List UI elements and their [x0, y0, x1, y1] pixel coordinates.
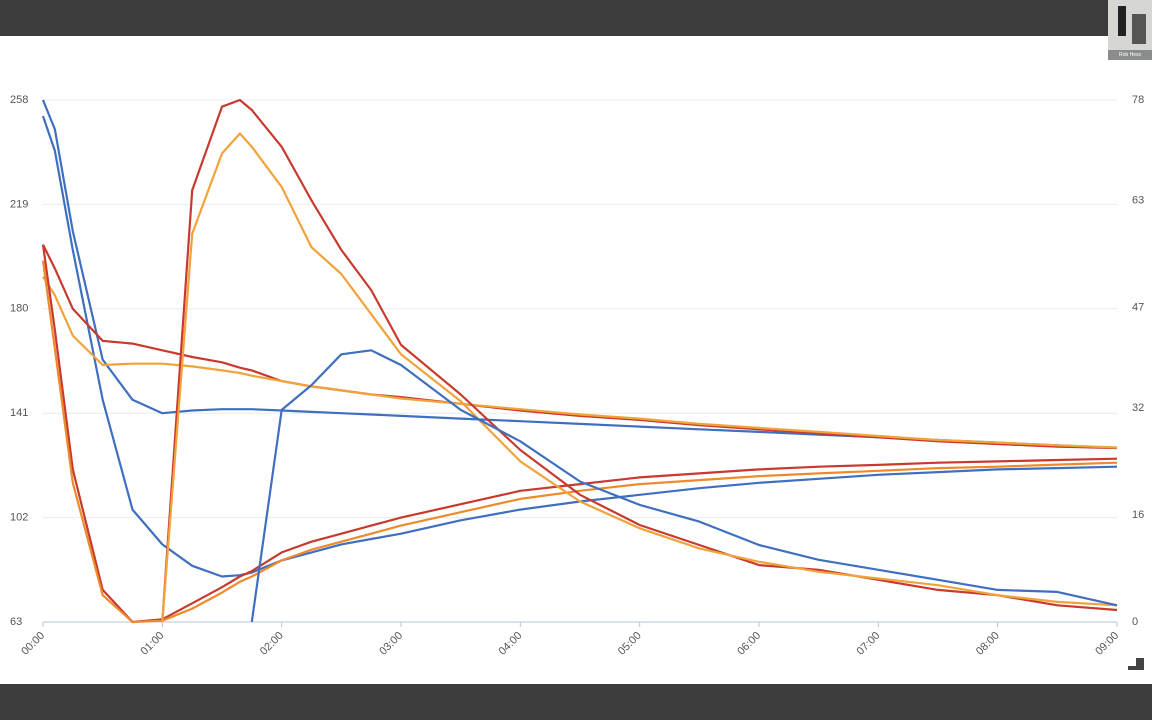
- series-line: [42, 244, 1118, 450]
- series-line: [41, 244, 1118, 624]
- participant-name: Rob Hess: [1119, 52, 1141, 58]
- x-tick-label: 05:00: [616, 630, 644, 658]
- y2-tick-label: 0: [1132, 616, 1138, 628]
- top-bar: [0, 0, 1152, 36]
- series-line: [41, 99, 1118, 450]
- y-tick-label: 219: [10, 198, 28, 210]
- y-tick-label: 141: [10, 407, 28, 419]
- series-line: [41, 115, 1118, 578]
- y-tick-label: 258: [10, 94, 28, 106]
- y2-tick-label: 78: [1132, 94, 1144, 106]
- series-line: [42, 276, 1118, 449]
- x-tick-label: 04:00: [497, 630, 525, 658]
- x-tick-label: 02:00: [258, 630, 286, 658]
- video-image: [1108, 0, 1152, 50]
- logo: [1128, 658, 1144, 670]
- y2-tick-label: 32: [1132, 402, 1144, 414]
- bottom-bar: [0, 684, 1152, 720]
- x-tick-label: 08:00: [974, 630, 1002, 658]
- x-tick-label: 03:00: [377, 630, 405, 658]
- y2-tick-label: 16: [1132, 509, 1144, 521]
- series-line: [161, 132, 1118, 623]
- x-tick-label: 07:00: [855, 630, 883, 658]
- y2-tick-label: 47: [1132, 301, 1144, 313]
- y-tick-label: 102: [10, 512, 28, 524]
- series-line: [250, 349, 1118, 623]
- x-tick-label: 09:00: [1093, 630, 1121, 658]
- x-tick-label: 06:00: [735, 630, 763, 658]
- y2-tick-label: 63: [1132, 194, 1144, 206]
- chart: 63 102 141 180 219 258 0 16 32 47 63 78 00:00 01:00 02…: [10, 94, 1144, 670]
- x-tick-label: 00:00: [19, 630, 47, 658]
- series-line: [161, 98, 1118, 623]
- y-tick-label: 180: [10, 303, 28, 315]
- y-tick-label: 63: [10, 616, 22, 628]
- video-tile[interactable]: Rob Hess: [1108, 0, 1152, 60]
- x-tick-label: 01:00: [139, 630, 167, 658]
- series-line: [41, 260, 1118, 624]
